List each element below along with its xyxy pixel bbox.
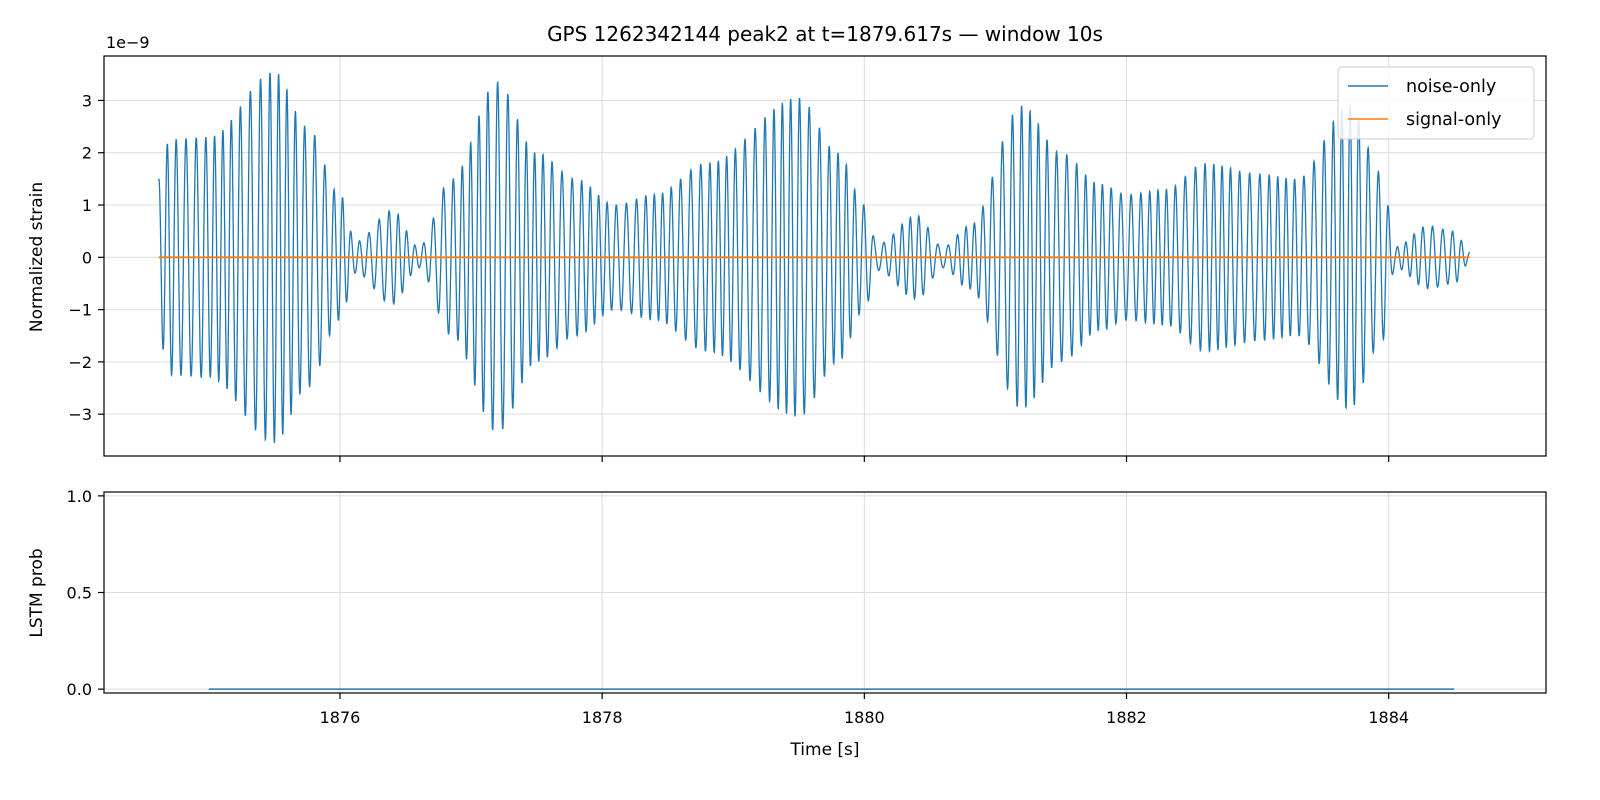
strain-y-tick-label-0: −3 [68,405,92,424]
x-tick-label-2: 1880 [844,708,885,727]
lstm-panel: LSTM prob Time [s] 1876 1878 1880 1882 1884 0… [27,487,1547,760]
x-tick-label-1: 1878 [582,708,623,727]
y-axis-label-lstm: LSTM prob [27,548,47,637]
legend-label-1: signal-only [1406,110,1501,130]
lstm-y-tick-label-2: 1.0 [67,487,92,506]
strain-panel-frame [103,55,1547,457]
x-axis-label: Time [s] [789,740,859,760]
strain-y-tick-label-6: 3 [82,91,92,110]
legend-label-0: noise-only [1406,77,1496,97]
lstm-y-tick-label-1: 0.5 [67,584,92,603]
lstm-y-tick-label-0: 0.0 [67,680,92,699]
strain-panel: GPS 1262342144 peak2 at t=1879.617s — wi… [27,22,1547,462]
legend-box [1337,66,1535,140]
y-offset-text: 1e−9 [106,33,150,52]
strain-y-tick-label-5: 2 [82,144,92,163]
legend: noise-only signal-only [1337,66,1535,140]
strain-y-tick-label-4: 1 [82,196,92,215]
x-tick-label-3: 1882 [1106,708,1147,727]
y-axis-label-strain: Normalized strain [27,182,47,332]
noise-only-line [158,72,1471,443]
strain-y-tick-label-3: 0 [82,248,92,267]
strain-y-tick-label-2: −1 [68,301,92,320]
chart-title: GPS 1262342144 peak2 at t=1879.617s — wi… [547,22,1103,46]
x-tick-label-4: 1884 [1368,708,1409,727]
strain-y-tick-label-1: −2 [68,353,92,372]
x-tick-label-0: 1876 [320,708,361,727]
